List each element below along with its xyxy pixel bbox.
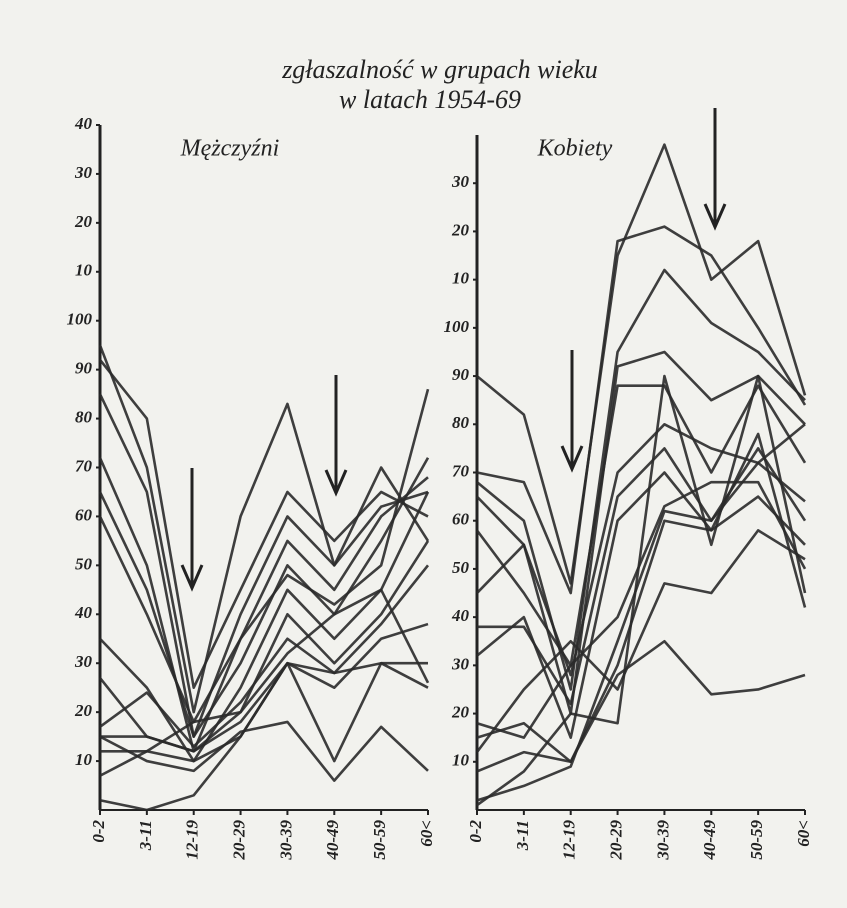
y-tick-label: 10: [452, 751, 470, 770]
x-tick-label: 40-49: [700, 820, 719, 861]
y-tick-label: 30: [74, 652, 93, 671]
x-tick-label: 12-19: [183, 820, 202, 860]
x-tick-label: 50-59: [747, 820, 766, 860]
x-tick-label: 20-29: [229, 820, 248, 861]
chart-title: w latach 1954-69: [339, 85, 521, 114]
y-tick-label: 60: [75, 505, 93, 524]
y-tick-label: 70: [452, 461, 470, 480]
series-line: [477, 424, 805, 800]
y-tick-label: 70: [75, 456, 93, 475]
y-tick-label: 10: [75, 750, 93, 769]
series-line: [477, 482, 805, 738]
x-tick-label: 0-2: [466, 820, 485, 843]
x-tick-label: 0-2: [89, 820, 108, 843]
series-line: [477, 641, 805, 771]
y-tick-label: 30: [451, 172, 470, 191]
y-tick-label: 10: [452, 269, 470, 288]
chart: zgłaszalność w grupach wieku w latach 19…: [0, 0, 847, 908]
y-tick-label: 50: [452, 558, 470, 577]
series-line: [477, 145, 805, 584]
y-tick-label: 30: [451, 654, 470, 673]
y-tick-label: 20: [451, 220, 470, 239]
y-tick-label: 80: [75, 407, 93, 426]
y-tick-label: 40: [74, 603, 93, 622]
y-tick-label: 90: [75, 359, 93, 378]
x-tick-label: 3-11: [513, 820, 532, 851]
y-tick-label: 100: [444, 317, 470, 336]
x-tick-label: 30-39: [653, 820, 672, 861]
chart-subtitle: Mężczyźni: [180, 136, 280, 162]
y-tick-label: 20: [451, 702, 470, 721]
x-tick-label: 12-19: [560, 820, 579, 860]
x-tick-label: 50-59: [370, 820, 389, 860]
y-tick-label: 100: [67, 310, 93, 329]
x-tick-label: 40-49: [323, 820, 342, 861]
y-tick-label: 80: [452, 413, 470, 432]
x-tick-label: 20-29: [606, 820, 625, 861]
series-line: [477, 227, 805, 593]
series-line: [100, 345, 428, 712]
x-tick-label: 3-11: [136, 820, 155, 851]
series-line: [477, 473, 805, 738]
series-line: [100, 394, 428, 736]
chart-title: zgłaszalność w grupach wieku: [281, 55, 598, 84]
y-tick-label: 90: [452, 365, 470, 384]
series-line: [100, 624, 428, 751]
y-tick-label: 20: [74, 212, 93, 231]
y-tick-label: 50: [75, 554, 93, 573]
x-tick-label: 60<: [417, 820, 436, 847]
y-tick-label: 60: [452, 510, 470, 529]
x-tick-label: 30-39: [276, 820, 295, 861]
series-line: [100, 663, 428, 761]
x-tick-label: 60<: [794, 820, 813, 847]
chart-subtitle: Kobiety: [537, 136, 613, 162]
y-tick-label: 40: [451, 606, 470, 625]
y-tick-label: 30: [74, 163, 93, 182]
y-tick-label: 40: [74, 114, 93, 133]
y-tick-label: 20: [74, 701, 93, 720]
y-tick-label: 10: [75, 261, 93, 280]
